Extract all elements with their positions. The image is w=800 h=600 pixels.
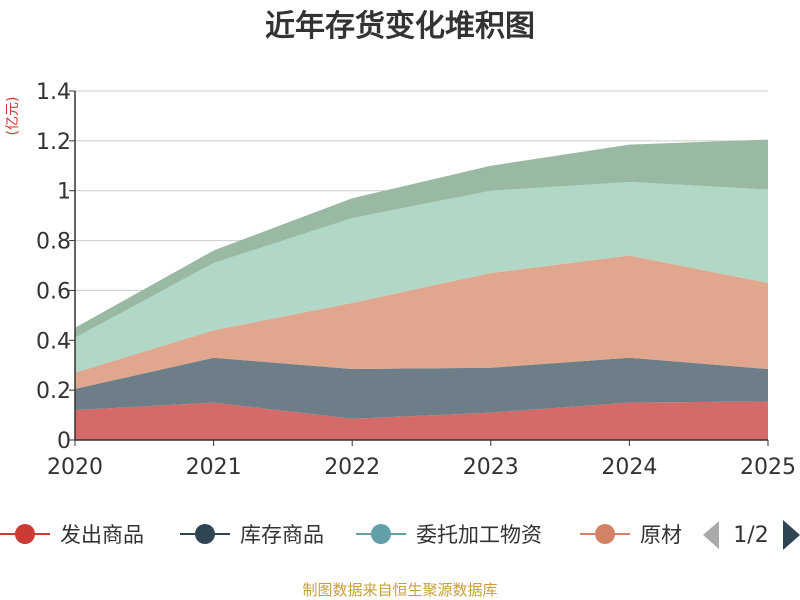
area-其他: 其他	[75, 139, 768, 338]
data-source-note: 制图数据来自恒生聚源数据库	[302, 581, 497, 599]
x-tick-label: 2021	[186, 455, 242, 480]
legend[interactable]: 发出商品 库存商品 委托加工物资 原材 1/2	[0, 510, 800, 560]
axes: 0 0.2 0.4 0.6 0.8 1 1.2 1.4 2020 2021 2022 2023 2024…	[36, 80, 796, 480]
y-tick-label: 1	[57, 180, 71, 205]
y-tick-label: 0	[57, 429, 71, 454]
area-委托加工物资: 委托加工物资	[75, 182, 768, 373]
legend-marker	[595, 524, 615, 544]
y-axis-unit: (亿元)	[5, 97, 21, 136]
x-tick-label: 2022	[324, 455, 380, 480]
y-tick-label: 0.2	[36, 379, 71, 404]
y-tick-label: 0.6	[36, 279, 71, 304]
legend-marker	[195, 524, 215, 544]
legend-next-icon[interactable]	[783, 520, 800, 550]
area-库存商品: 库存商品	[75, 357, 768, 419]
legend-item[interactable]: 发出商品	[0, 523, 144, 547]
y-tick-label: 1.2	[36, 130, 71, 155]
legend-label: 原材	[640, 523, 682, 547]
x-tick-label: 2024	[601, 455, 657, 480]
area-原材料: 原材料	[75, 255, 768, 389]
x-tick-label: 2020	[47, 455, 103, 480]
area-series: 发出商品库存商品原材料委托加工物资其他	[75, 139, 768, 440]
legend-page-indicator: 1/2	[733, 523, 768, 548]
legend-label: 库存商品	[240, 523, 324, 547]
legend-item[interactable]: 原材	[580, 523, 682, 547]
legend-label: 委托加工物资	[416, 523, 542, 547]
y-tick-label: 0.8	[36, 230, 71, 255]
area-发出商品: 发出商品	[75, 401, 768, 440]
legend-marker	[371, 524, 391, 544]
y-tick-label: 0.4	[36, 329, 71, 354]
x-tick-label: 2023	[463, 455, 519, 480]
legend-item[interactable]: 库存商品	[180, 523, 324, 547]
legend-prev-icon[interactable]	[703, 521, 719, 549]
legend-label: 发出商品	[60, 523, 144, 547]
legend-marker	[15, 524, 35, 544]
x-tick-label: 2025	[740, 455, 796, 480]
chart-title: 近年存货变化堆积图	[265, 9, 535, 44]
legend-item[interactable]: 委托加工物资	[356, 523, 542, 547]
y-tick-label: 1.4	[36, 80, 71, 105]
